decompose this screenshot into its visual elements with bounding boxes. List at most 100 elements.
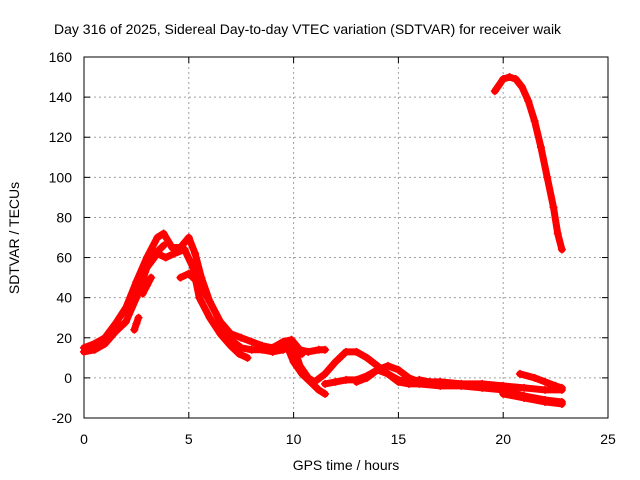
data-point [100, 339, 109, 348]
data-point [541, 377, 550, 386]
data-point [457, 381, 466, 390]
series-branch-6 [515, 369, 566, 392]
data-point [530, 117, 539, 126]
data-point [153, 247, 162, 256]
data-point [289, 341, 298, 350]
data-point [557, 383, 566, 392]
data-point [247, 345, 256, 354]
data-point [205, 297, 214, 306]
data-point [557, 245, 566, 254]
data-point [331, 377, 340, 386]
data-point [147, 273, 156, 282]
data-point [549, 203, 558, 212]
data-point [80, 347, 88, 356]
y-tick-label: 160 [49, 49, 73, 65]
data-point [191, 249, 200, 258]
x-tick-label: 0 [80, 431, 88, 447]
data-point [184, 233, 193, 242]
y-tick-label: 60 [56, 250, 72, 266]
data-point [132, 293, 141, 302]
data-point [161, 253, 170, 262]
data-point [551, 381, 560, 390]
data-point [111, 327, 120, 336]
data-point [295, 361, 304, 370]
data-point [268, 347, 277, 356]
data-point [352, 347, 361, 356]
data-point [142, 281, 151, 290]
series-late-arc [490, 73, 566, 254]
x-axis-label: GPS time / hours [293, 457, 400, 473]
series-small-1 [130, 313, 143, 334]
data-point [243, 353, 252, 362]
axis-ticks: 0 5 10 15 20 25 -20 0 20 40 60 80 100 120 140 160 [49, 49, 616, 447]
data-point [553, 229, 562, 238]
data-point [195, 293, 204, 302]
data-point [304, 347, 313, 356]
data-point [168, 243, 177, 252]
plot-frame [83, 56, 609, 419]
data-point [138, 289, 147, 298]
data-point [121, 317, 130, 326]
data-point [216, 317, 225, 326]
data-point [362, 373, 371, 382]
data-point [111, 319, 120, 328]
data-point [247, 337, 256, 346]
data-point [159, 241, 168, 250]
data-point [373, 365, 382, 374]
x-tick-label: 25 [600, 431, 616, 447]
data-point [237, 343, 246, 352]
series-small-3 [147, 241, 168, 266]
data-point [499, 389, 508, 398]
series-branch-7 [499, 389, 566, 408]
data-point [184, 269, 193, 278]
y-tick-label: 40 [56, 290, 72, 306]
data-point [342, 375, 350, 384]
y-axis-label: SDTVAR / TECUs [6, 182, 22, 294]
data-point [394, 377, 403, 386]
data-point [142, 263, 151, 272]
data-point [310, 377, 319, 386]
data-point [383, 361, 392, 370]
series-branch-5 [352, 361, 424, 386]
data-point [321, 379, 330, 388]
data-point [490, 87, 499, 96]
x-tick-label: 20 [495, 431, 511, 447]
y-tick-label: 100 [49, 169, 73, 185]
data-point [518, 83, 527, 92]
data-point [235, 349, 244, 358]
x-tick-label: 5 [185, 431, 193, 447]
data-point [436, 381, 445, 390]
data-point [159, 229, 168, 238]
data-point [352, 377, 361, 386]
data-point [314, 385, 323, 394]
data-point [321, 369, 330, 378]
data-point [147, 257, 156, 266]
data-point [281, 337, 290, 346]
data-point [530, 373, 539, 382]
x-tick-label: 10 [286, 431, 302, 447]
data-point [153, 233, 162, 242]
data-point [216, 329, 225, 338]
y-tick-label: -20 [52, 410, 72, 426]
x-tick-label: 15 [391, 431, 407, 447]
data-point [321, 345, 330, 354]
data-point [536, 143, 545, 152]
data-point [404, 373, 413, 382]
data-point [499, 75, 508, 84]
data-point [237, 333, 246, 342]
data-point [130, 325, 139, 334]
data-point [176, 273, 185, 282]
data-point [170, 249, 179, 258]
series-line [499, 390, 566, 408]
data-point [226, 335, 235, 344]
data-point [180, 245, 189, 254]
data-point [195, 279, 204, 288]
data-point [543, 173, 552, 182]
data-point [478, 383, 487, 392]
data-point [188, 263, 197, 272]
data-point [541, 385, 550, 394]
data-point [541, 397, 550, 406]
data-point [383, 369, 392, 378]
data-point [362, 353, 371, 362]
